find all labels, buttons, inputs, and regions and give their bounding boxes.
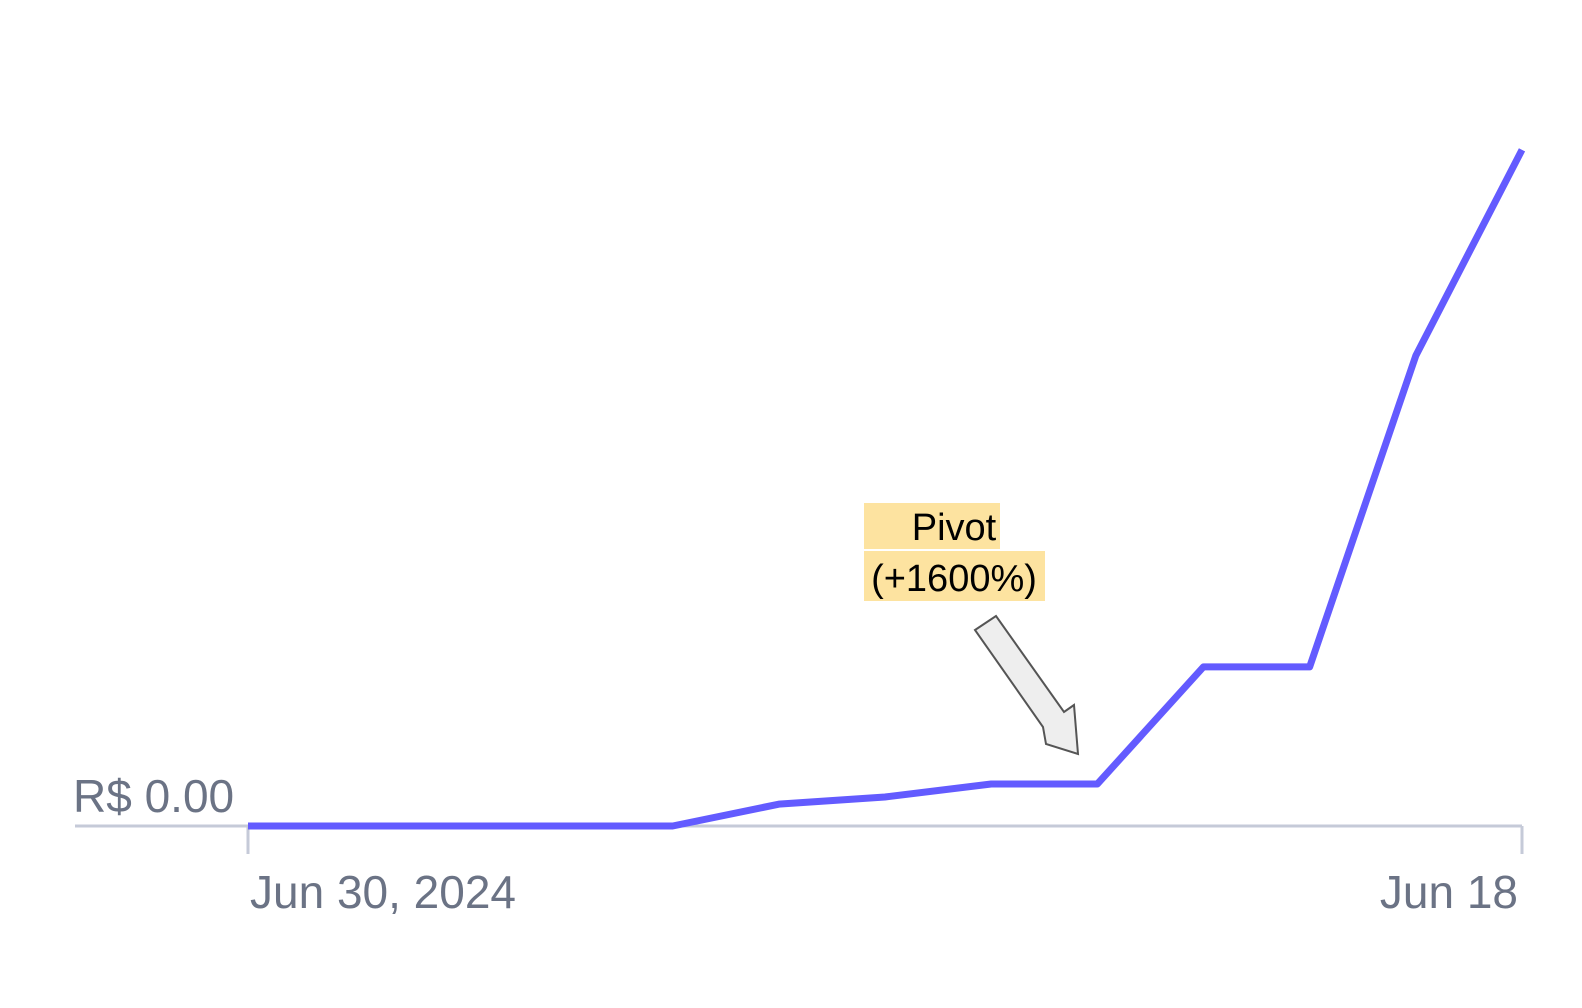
annotation-highlight [864, 503, 1000, 549]
y-tick-label: R$ 0.00 [73, 770, 234, 822]
x-tick-label: Jun 18 [1380, 866, 1518, 918]
annotation-arrow [973, 614, 1080, 756]
annotation-text: (+1600%) [871, 558, 1037, 600]
annotation-highlight [864, 551, 1045, 601]
annotation-text: Pivot [912, 507, 997, 549]
x-tick-label: Jun 30, 2024 [250, 866, 516, 918]
line [248, 148, 1526, 830]
